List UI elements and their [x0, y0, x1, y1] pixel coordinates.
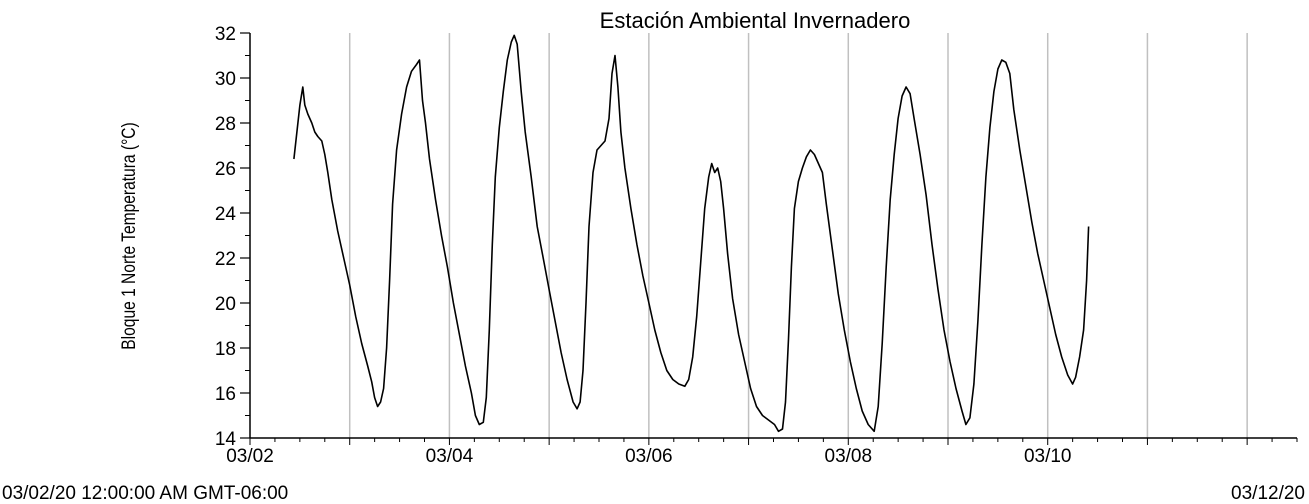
- y-axis-ticks: 14 16 18 20 22 24 26 28 30 32: [215, 24, 250, 450]
- x-tick-label: 03/04: [426, 446, 474, 467]
- y-axis-label: Bloque 1 Norte Temperatura (°C): [118, 122, 140, 349]
- y-tick-label: 14: [215, 429, 237, 450]
- x-tick-label: 03/10: [1024, 446, 1072, 467]
- series-layer: [293, 34, 1090, 433]
- y-tick-label: 16: [215, 384, 236, 405]
- range-start-label: 03/02/20 12:00:00 AM GMT-06:00: [2, 483, 288, 504]
- x-tick-label: 03/08: [825, 446, 873, 467]
- y-tick-label: 30: [215, 69, 236, 90]
- y-tick-label: 28: [215, 114, 236, 135]
- y-tick-label: 18: [215, 339, 236, 360]
- temperature-series-line: [293, 34, 1090, 433]
- y-tick-label: 22: [215, 249, 236, 270]
- axes: [249, 33, 1297, 439]
- x-axis-ticks: 03/02 03/04 03/06 03/08 03/10: [226, 438, 1298, 467]
- x-tick-label: 03/02: [226, 446, 274, 467]
- y-tick-label: 24: [215, 204, 237, 225]
- y-tick-label: 32: [215, 24, 236, 45]
- grid-lines: [348, 33, 1248, 438]
- chart-title: Estación Ambiental Invernadero: [600, 8, 911, 33]
- x-tick-label: 03/06: [625, 446, 673, 467]
- y-tick-label: 20: [215, 294, 236, 315]
- range-end-label: 03/12/20: [1231, 483, 1305, 504]
- y-tick-label: 26: [215, 159, 236, 180]
